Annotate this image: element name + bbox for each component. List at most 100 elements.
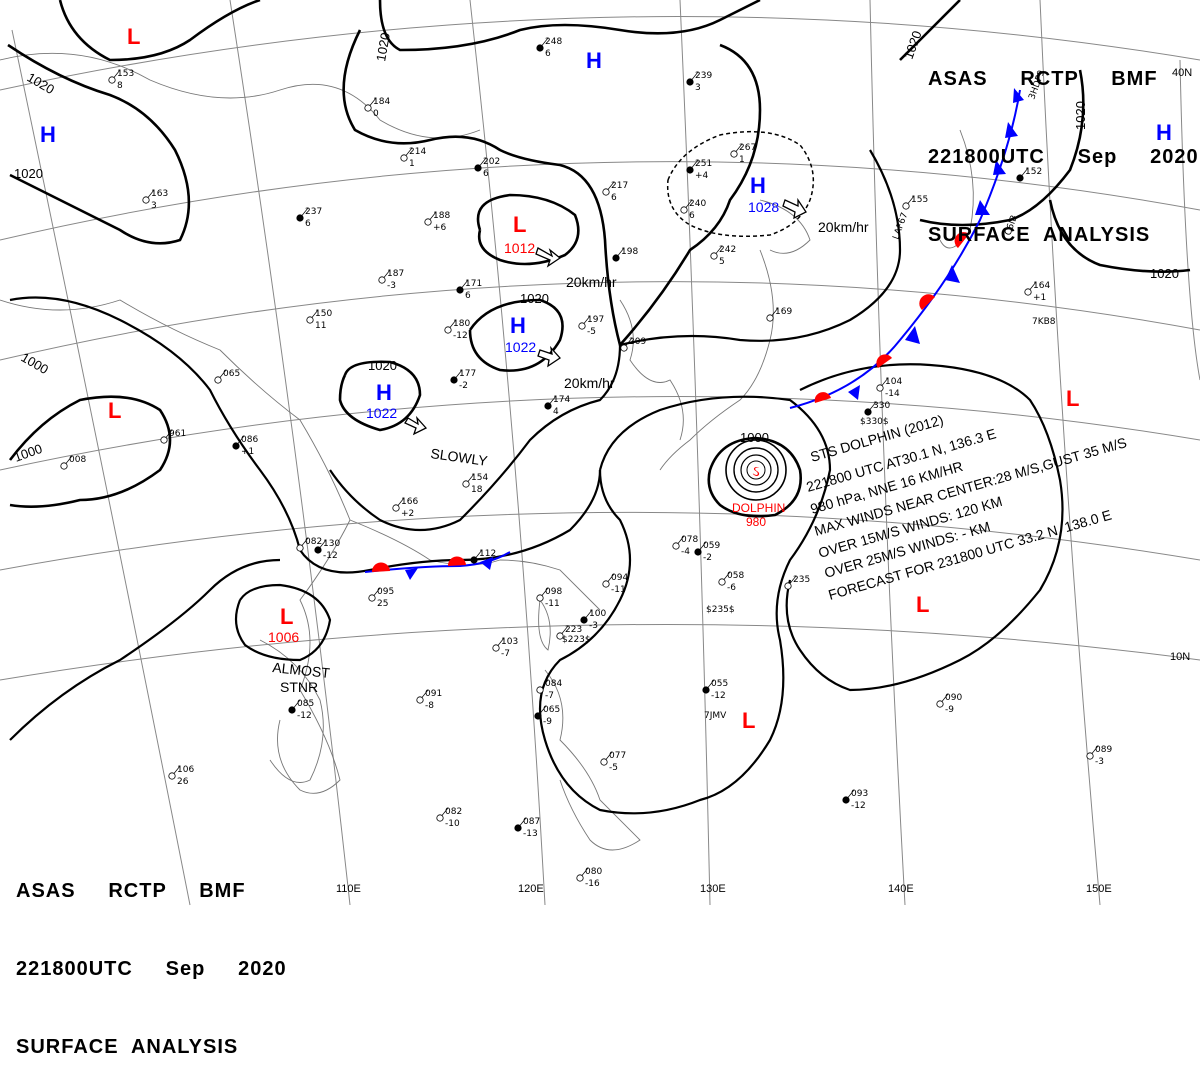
station-tendency: 5 — [719, 257, 725, 267]
station-pressure: 065 — [223, 369, 240, 379]
isobar-label: 1020 — [373, 31, 393, 62]
parallel-20n — [0, 281, 1200, 361]
isobar-1028-dashed — [666, 130, 815, 237]
station-circle — [1024, 288, 1032, 296]
station-circle — [556, 632, 564, 640]
station-plot: 087-13 — [514, 817, 540, 839]
station-pressure: 174 — [553, 395, 570, 405]
station-circle — [718, 578, 726, 586]
station-circle — [686, 166, 694, 174]
station-tendency: 11 — [315, 321, 326, 331]
high-symbol: H — [750, 173, 766, 198]
station-circle — [60, 462, 68, 470]
isobar-mid-east — [619, 149, 902, 347]
parallel-0 — [0, 511, 1200, 571]
station-pressure: 091 — [425, 689, 442, 699]
lon-label: 120E — [518, 883, 544, 895]
station-circle — [536, 594, 544, 602]
station-callsign: 7JMV — [704, 711, 727, 721]
station-circle — [474, 164, 482, 172]
station-plot: 235 — [784, 575, 810, 590]
coast-indochina — [259, 639, 324, 783]
station-tendency: -8 — [425, 701, 434, 711]
station-pressure: 188 — [433, 211, 450, 221]
high-value: 1022 — [366, 405, 397, 421]
station-plot: 084-7 — [536, 679, 562, 701]
station-pressure: 237 — [305, 207, 322, 217]
low-symbol: L — [513, 212, 526, 237]
station-pressure: 093 — [851, 789, 868, 799]
station-circle — [364, 104, 372, 112]
station-tendency: +4 — [695, 171, 709, 181]
station-plot: 330 — [864, 401, 890, 416]
high-symbol: H — [40, 122, 56, 147]
station-pressure: 169 — [775, 307, 792, 317]
typhoon-pressure-label: 980 — [746, 515, 766, 529]
station-circle — [168, 772, 176, 780]
station-pressure: 166 — [401, 497, 418, 507]
station-pressure: 098 — [545, 587, 562, 597]
station-tendency: -5 — [587, 327, 596, 337]
station-plot: 065 — [214, 369, 240, 384]
station-pressure: 084 — [545, 679, 562, 689]
station-circle — [578, 322, 586, 330]
station-pressure: 059 — [703, 541, 720, 551]
meridian-100e — [11, 29, 191, 906]
station-pressure: 103 — [501, 637, 518, 647]
header-bottom-left: ASAS RCTP BMF 221800UTC Sep 2020 SURFACE… — [16, 826, 287, 1086]
station-tendency: +1 — [241, 447, 254, 457]
station-circle — [766, 314, 774, 322]
station-circle — [602, 188, 610, 196]
station-plot: 130-12 — [314, 539, 340, 561]
low-symbol: L — [108, 398, 121, 423]
station-circle — [534, 712, 542, 720]
station-pressure: 209 — [629, 337, 646, 347]
station-plot: 103-7 — [492, 637, 518, 659]
station-tendency: -2 — [459, 381, 468, 391]
station-plot: 098-11 — [536, 587, 562, 609]
motion-label-almost: ALMOST — [272, 659, 331, 681]
station-plot: 961 — [160, 429, 186, 444]
station-tendency: +1 — [1033, 293, 1046, 303]
station-circle — [672, 542, 680, 550]
station-pressure: 251 — [695, 159, 712, 169]
station-plot: 089-3 — [1086, 745, 1112, 767]
station-circle — [536, 44, 544, 52]
station-pressure: 155 — [911, 195, 928, 205]
station-tendency: -12 — [323, 551, 338, 561]
station-pressure: 223 — [565, 625, 582, 635]
station-pressure: 094 — [611, 573, 628, 583]
parallel-10n — [0, 396, 1200, 471]
front-line-sw — [364, 551, 511, 573]
station-tendency: 6 — [483, 169, 489, 179]
motion-label-1022a: SLOWLY — [430, 445, 490, 469]
station-tendency: -6 — [727, 583, 736, 593]
station-circle — [730, 150, 738, 158]
station-tendency: 6 — [611, 193, 617, 203]
station-pressure: 078 — [681, 535, 698, 545]
station-pressure: 082 — [445, 807, 462, 817]
station-circle — [544, 402, 552, 410]
station-pressure: 077 — [609, 751, 626, 761]
station-circle — [612, 254, 620, 262]
station-pressure: 080 — [585, 867, 602, 877]
station-circle — [864, 408, 872, 416]
station-plot: 251+4 — [686, 159, 712, 181]
station-plots: 248615381633237621762671251+424062425239… — [60, 37, 1112, 889]
high-symbol: H — [510, 313, 526, 338]
station-plot: 093-12 — [842, 789, 868, 811]
station-tendency: -2 — [703, 553, 712, 563]
lat-label: 40N — [1172, 67, 1192, 79]
station-plot: 078-4 — [672, 535, 698, 557]
motion-arrows — [404, 197, 807, 436]
station-tendency: -7 — [501, 649, 510, 659]
coast-china-east — [349, 519, 601, 611]
